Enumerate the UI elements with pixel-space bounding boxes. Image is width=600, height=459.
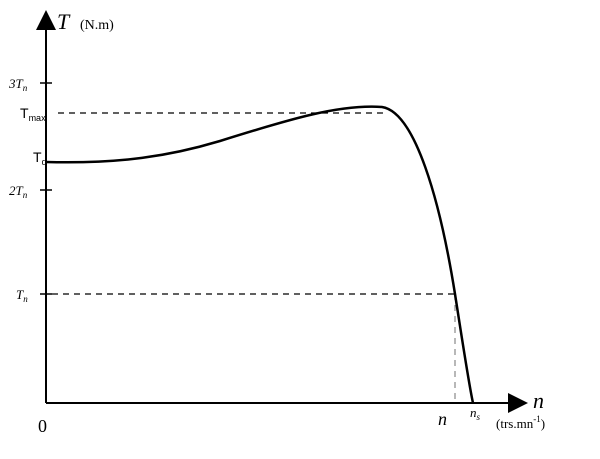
y-label: Td [33,149,47,167]
x-label: 0 [38,416,47,436]
guide-lines [52,112,456,403]
y-axis-symbol: T [57,9,71,34]
y-axis-unit: (N.m) [80,18,114,33]
y-label: 2Tn [9,183,28,200]
x-label: n [438,409,447,429]
x-axis-symbol: n [533,388,544,413]
y-label: 3Tn [8,76,28,93]
y-ticks [40,82,52,295]
x-label: ns [470,405,481,422]
y-label: Tn [16,287,28,304]
x-axis-unit: (trs.mn-1) [496,414,545,431]
torque-curve [45,105,475,404]
y-label: Tmax [20,105,46,123]
